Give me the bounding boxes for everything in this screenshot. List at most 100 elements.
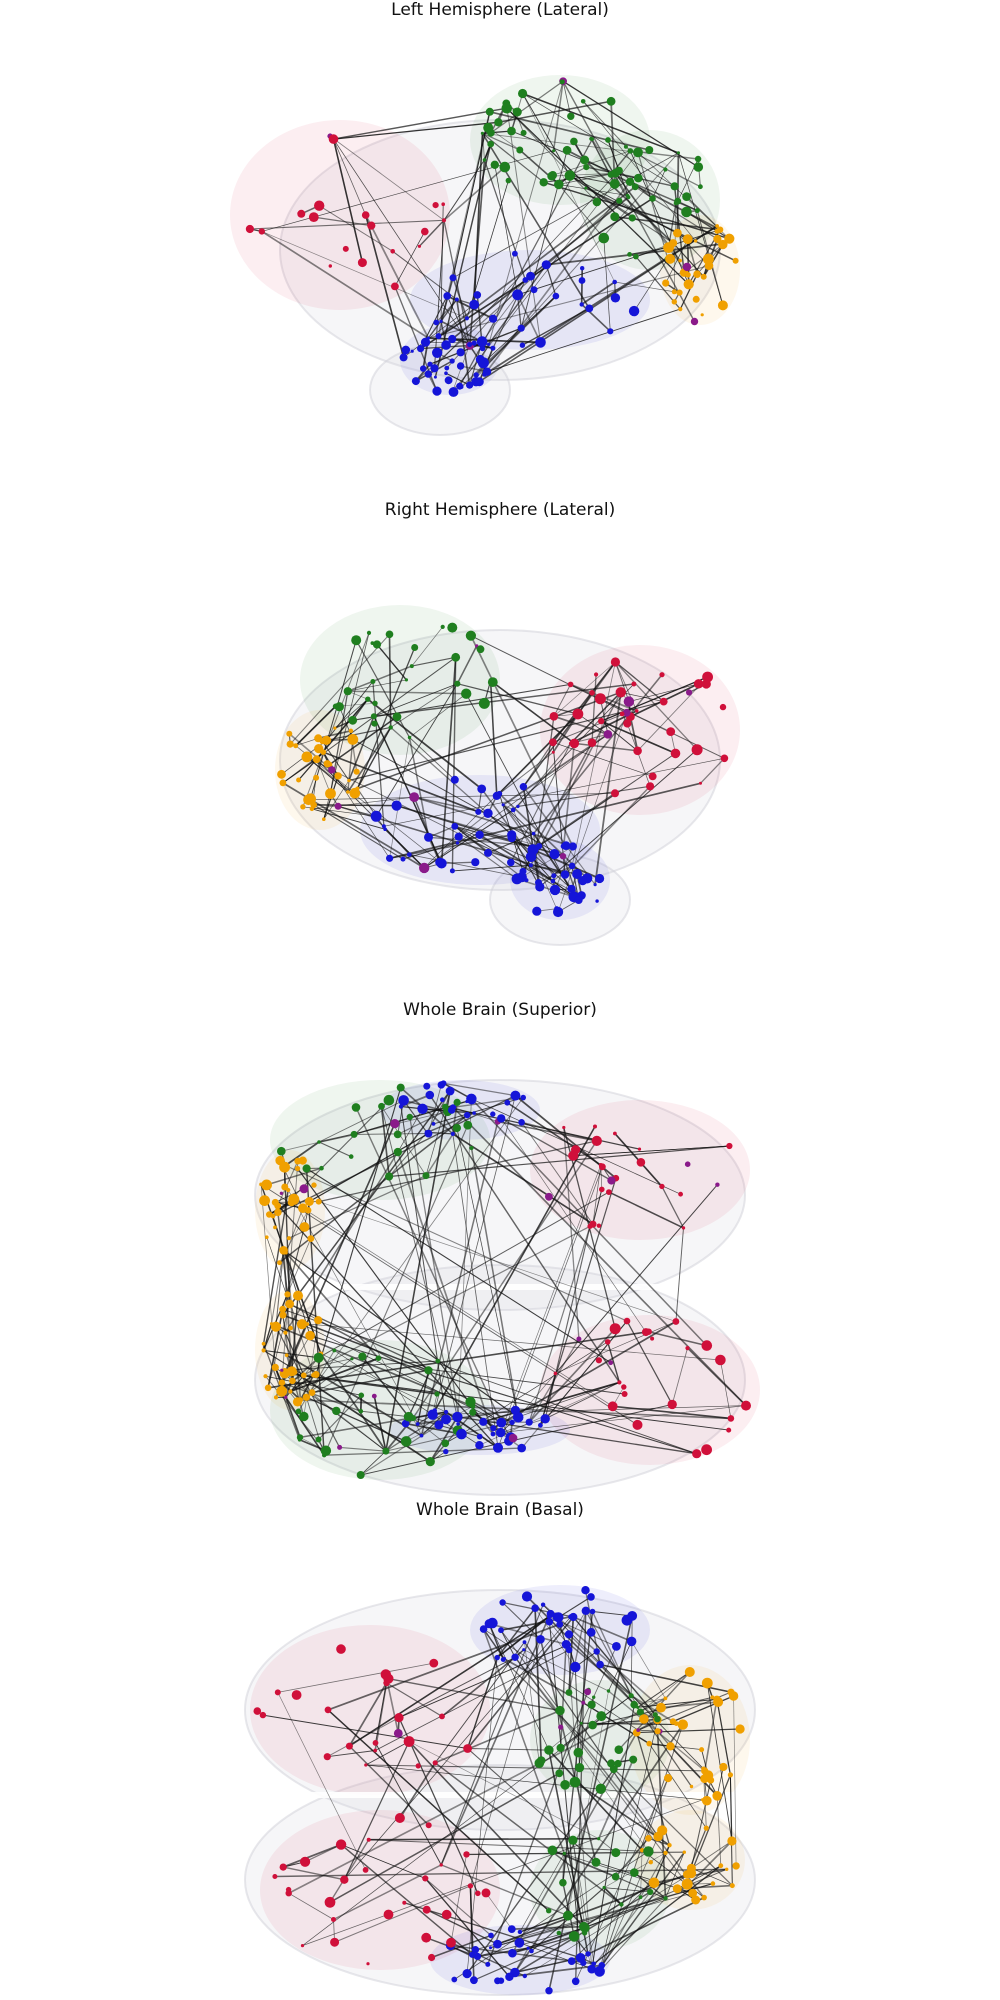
node-frontal (551, 750, 555, 754)
node-parietal (350, 1357, 354, 1361)
node-parietal (674, 197, 682, 205)
node-other (686, 689, 693, 696)
edge (526, 1595, 639, 1708)
node-occipital (725, 1867, 729, 1871)
node-temporal (490, 1425, 497, 1432)
node-temporal (501, 803, 505, 807)
edge (380, 1106, 390, 1177)
edge (506, 107, 598, 203)
edge (640, 1850, 643, 1898)
edge (452, 152, 679, 279)
edge (603, 238, 611, 332)
node-frontal (549, 738, 557, 747)
edge (388, 1678, 561, 1712)
node-frontal (481, 1888, 491, 1898)
edge (690, 1774, 732, 1874)
node-temporal (482, 367, 492, 376)
edge (275, 1250, 285, 1327)
edge (703, 1699, 718, 1772)
edge (282, 758, 317, 784)
edge (630, 1694, 674, 1723)
node-occipital (311, 1182, 317, 1188)
node-frontal (701, 1444, 712, 1456)
node-occipital (355, 786, 360, 791)
node-frontal (272, 1874, 278, 1879)
node-parietal (556, 1743, 565, 1752)
edge (337, 805, 377, 817)
edge (483, 1381, 620, 1423)
node-temporal (612, 1642, 621, 1651)
node-frontal (373, 1748, 378, 1753)
node-frontal (633, 746, 642, 756)
node-frontal (666, 727, 676, 736)
node-temporal (517, 1443, 526, 1453)
node-temporal (526, 271, 535, 281)
network-nodes (259, 1080, 751, 1479)
node-frontal (719, 703, 727, 711)
node-occipital (700, 313, 704, 317)
node-parietal (607, 1759, 616, 1768)
node-occipital (261, 1179, 272, 1191)
edge (584, 1868, 727, 1929)
edge (311, 808, 386, 830)
node-occipital (639, 1714, 649, 1724)
node-occipital (288, 1389, 293, 1394)
node-temporal (511, 1653, 519, 1661)
edge (440, 1604, 544, 1866)
edge (348, 701, 664, 782)
node-parietal (435, 1358, 441, 1364)
edge (285, 1208, 304, 1253)
node-other (545, 1192, 553, 1201)
node-temporal (417, 1103, 428, 1114)
edge (408, 1369, 432, 1417)
node-parietal (645, 146, 654, 154)
node-occipital (684, 1667, 695, 1677)
node-other (607, 1176, 616, 1185)
edge (456, 645, 478, 685)
edge (432, 1405, 747, 1416)
edge (263, 1350, 319, 1359)
node-occipital (302, 1393, 311, 1401)
edge (443, 159, 485, 221)
node-occipital (284, 1353, 289, 1357)
edge (389, 782, 701, 860)
edge (309, 1335, 697, 1455)
node-temporal (535, 337, 546, 348)
node-temporal (545, 1987, 553, 1995)
node-frontal (324, 1896, 336, 1908)
node-frontal (415, 1763, 421, 1769)
node-parietal (562, 145, 572, 155)
edge (443, 1082, 472, 1100)
node-frontal (587, 1223, 593, 1229)
edge (597, 1759, 634, 1840)
edge (429, 1416, 459, 1463)
node-occipital (312, 755, 321, 764)
node-parietal (370, 679, 376, 684)
node-occipital (677, 1719, 688, 1730)
node-temporal (370, 810, 382, 822)
node-parietal (507, 126, 516, 136)
node-temporal (546, 1614, 552, 1619)
node-frontal (549, 712, 559, 721)
node-frontal (441, 218, 447, 223)
node-parietal (555, 1705, 565, 1716)
edge (487, 1691, 589, 1965)
edge (600, 698, 671, 732)
edge (466, 1657, 498, 1749)
node-occipital (645, 1835, 652, 1842)
node-temporal (471, 340, 477, 346)
edge (454, 825, 489, 854)
node-temporal (493, 1939, 502, 1949)
edge (272, 1095, 516, 1217)
edge (260, 1184, 638, 1426)
node-temporal (433, 375, 437, 379)
edge (509, 1891, 651, 1978)
node-parietal (636, 1708, 645, 1716)
edge (505, 103, 541, 343)
node-parietal (343, 687, 352, 696)
edge (323, 1124, 469, 1456)
edge (333, 107, 507, 140)
edge (716, 1766, 724, 1796)
edge (441, 861, 476, 865)
node-parietal (568, 1931, 580, 1942)
